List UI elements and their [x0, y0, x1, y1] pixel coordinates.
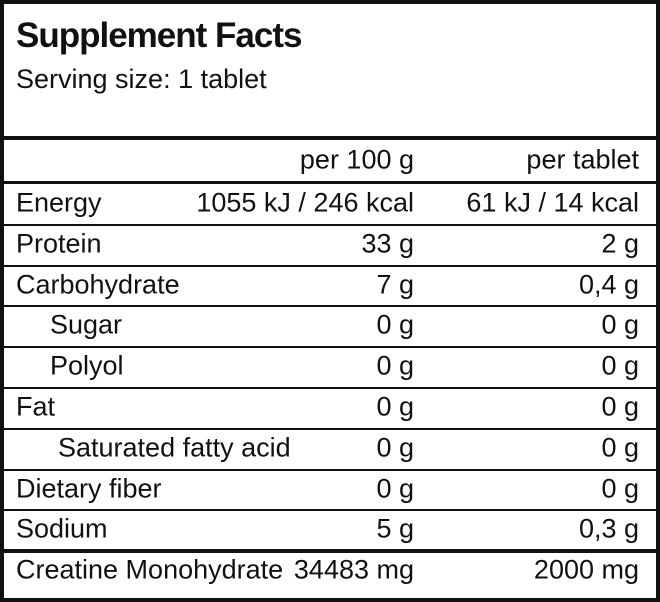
- row-label: Protein: [16, 228, 102, 259]
- divider: [4, 223, 656, 226]
- per-100g-value: 34483 mg: [293, 554, 414, 585]
- divider: [4, 264, 656, 267]
- divider: [4, 509, 656, 512]
- row-label: Energy: [16, 187, 102, 218]
- per-100g-value: 5 g: [376, 513, 414, 544]
- title: Supplement Facts: [16, 16, 302, 55]
- per-100g-value: 0 g: [376, 391, 414, 422]
- per-100g-value: 0 g: [376, 350, 414, 381]
- per-100g-value: 7 g: [376, 269, 414, 300]
- divider: [4, 427, 656, 430]
- divider: [4, 305, 656, 308]
- per-100g-value: 33 g: [361, 228, 414, 259]
- column-header: per tablet: [526, 144, 639, 175]
- per-100g-value: 0 g: [376, 432, 414, 463]
- divider-thick: [4, 181, 656, 184]
- per-tablet-value: 0 g: [601, 432, 639, 463]
- row-label: Sugar: [50, 309, 123, 340]
- divider-thick: [4, 549, 656, 554]
- per-tablet-value: 0,3 g: [578, 513, 639, 544]
- row-label: Creatine Monohydrate: [16, 554, 284, 585]
- per-100g-value: 1055 kJ / 246 kcal: [196, 187, 414, 218]
- divider-thick: [4, 136, 656, 140]
- column-header: per 100 g: [299, 144, 414, 175]
- per-100g-value: 0 g: [376, 473, 414, 504]
- row-label: Dietary fiber: [16, 473, 162, 504]
- per-100g-value: 0 g: [376, 309, 414, 340]
- divider: [4, 387, 656, 389]
- row-label: Fat: [16, 391, 56, 422]
- divider: [4, 468, 656, 471]
- per-tablet-value: 2000 mg: [533, 554, 639, 585]
- per-tablet-value: 61 kJ / 14 kcal: [466, 187, 639, 218]
- divider: [4, 346, 656, 349]
- per-tablet-value: 2 g: [601, 228, 639, 259]
- row-label: Carbohydrate: [16, 269, 180, 300]
- per-tablet-value: 0 g: [601, 391, 639, 422]
- per-tablet-value: 0 g: [601, 350, 639, 381]
- row-label: Polyol: [50, 350, 124, 381]
- per-tablet-value: 0 g: [601, 473, 639, 504]
- row-label: Sodium: [16, 513, 108, 544]
- per-tablet-value: 0,4 g: [578, 269, 639, 300]
- row-label: Saturated fatty acid: [58, 432, 291, 463]
- serving-size: Serving size: 1 tablet: [16, 64, 267, 94]
- per-tablet-value: 0 g: [601, 309, 639, 340]
